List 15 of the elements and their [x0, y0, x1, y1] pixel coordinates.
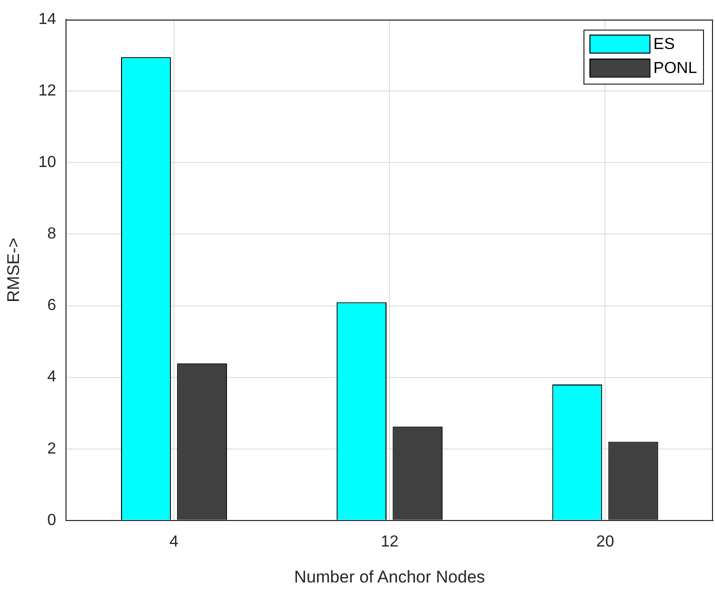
y-tick-label: 8	[47, 226, 56, 243]
x-tick-label: 20	[596, 533, 614, 550]
y-tick-label: 12	[38, 82, 56, 100]
y-axis-title: RMSE->	[4, 238, 23, 302]
x-tick-label: 12	[380, 533, 399, 550]
y-tick-label: 10	[38, 154, 56, 172]
y-tick-label: 14	[38, 11, 56, 28]
y-tick-label: 6	[47, 297, 56, 314]
y-tick-label: 0	[47, 512, 56, 529]
legend-label: PONL	[653, 60, 698, 78]
x-axis-title: Number of Anchor Nodes	[294, 567, 486, 586]
legend-label: ES	[653, 36, 675, 54]
y-tick-label: 4	[47, 368, 56, 386]
x-tick-label: 4	[170, 533, 179, 550]
y-tick-label: 2	[47, 440, 56, 458]
